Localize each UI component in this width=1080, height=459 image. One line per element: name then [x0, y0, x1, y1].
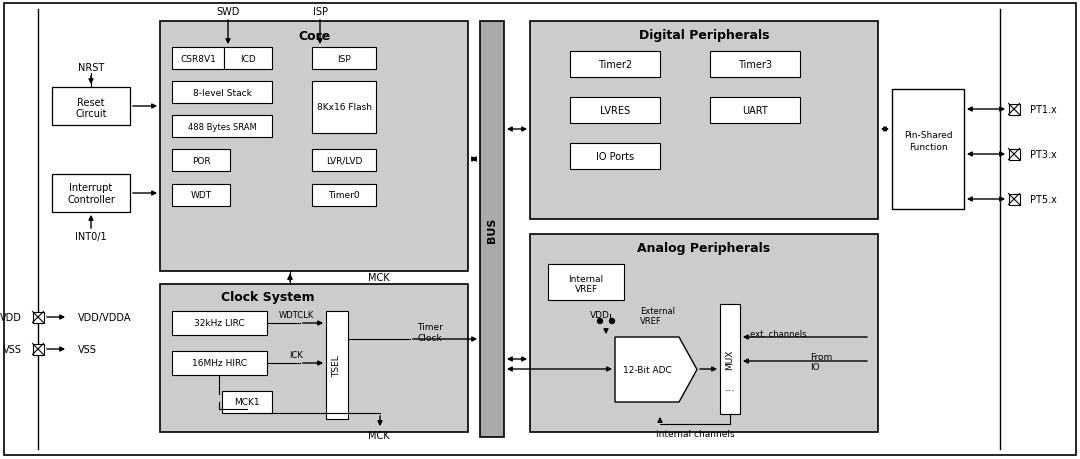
Text: Interrupt: Interrupt [69, 183, 112, 193]
Bar [570, 52, 660, 78]
Bar [530, 22, 878, 219]
Text: CSR8V1: CSR8V1 [180, 54, 216, 63]
Bar [32, 344, 43, 355]
Text: BUS: BUS [487, 217, 497, 242]
Text: MCK: MCK [368, 430, 390, 440]
Bar [892, 90, 964, 210]
Text: External: External [640, 307, 675, 316]
Bar [222, 391, 272, 413]
Text: LVR/LVD: LVR/LVD [326, 156, 362, 165]
Text: TSEL: TSEL [333, 354, 341, 376]
Text: Controller: Controller [67, 195, 114, 205]
Text: 8-level Stack: 8-level Stack [192, 88, 252, 97]
Text: Clock System: Clock System [221, 291, 314, 304]
Text: ISP: ISP [337, 54, 351, 63]
Text: Timer3: Timer3 [738, 60, 772, 70]
Text: Internal: Internal [568, 274, 604, 283]
Bar [52, 174, 130, 213]
Bar [1009, 149, 1020, 160]
Text: VDD/VDDA: VDD/VDDA [78, 312, 132, 322]
Circle shape [597, 319, 603, 324]
Text: Function: Function [908, 142, 947, 151]
Text: ISP: ISP [312, 7, 327, 17]
Text: VREF: VREF [575, 285, 597, 294]
Text: POR: POR [191, 156, 211, 165]
Text: 488 Bytes SRAM: 488 Bytes SRAM [188, 122, 256, 131]
Bar [312, 185, 376, 207]
Text: MCK1: MCK1 [234, 397, 260, 407]
Bar [52, 88, 130, 126]
Text: From: From [810, 353, 833, 362]
Text: PT3.x: PT3.x [1030, 150, 1056, 160]
Bar [172, 351, 267, 375]
Text: IO: IO [810, 363, 820, 372]
Text: Circuit: Circuit [76, 109, 107, 119]
Text: Digital Peripherals: Digital Peripherals [638, 29, 769, 42]
Text: PT1.x: PT1.x [1030, 105, 1056, 115]
Text: 12-Bit ADC: 12-Bit ADC [623, 365, 672, 374]
Text: SWD: SWD [216, 7, 240, 17]
Bar [548, 264, 624, 300]
Text: 8Kx16 Flash: 8Kx16 Flash [316, 103, 372, 112]
Bar [1009, 104, 1020, 115]
Text: IO Ports: IO Ports [596, 151, 634, 162]
Bar [172, 185, 230, 207]
Text: VSS: VSS [78, 344, 97, 354]
Text: VREF: VREF [640, 317, 662, 326]
Text: internal channels: internal channels [656, 430, 734, 438]
Text: ext. channels: ext. channels [750, 330, 807, 339]
Text: ...: ... [725, 382, 735, 392]
Bar [32, 312, 43, 323]
Text: VSS: VSS [3, 344, 22, 354]
Bar [312, 82, 376, 134]
Bar [160, 22, 468, 271]
Text: Timer: Timer [417, 323, 443, 332]
Text: Timer2: Timer2 [598, 60, 632, 70]
Bar [172, 150, 230, 172]
Text: INT0/1: INT0/1 [76, 231, 107, 241]
Text: MUX: MUX [726, 349, 734, 369]
Text: Core: Core [298, 29, 330, 42]
Text: ICK: ICK [289, 351, 302, 360]
Polygon shape [615, 337, 697, 402]
Bar [570, 98, 660, 124]
Bar [312, 150, 376, 172]
Bar [160, 285, 468, 432]
Bar [312, 48, 376, 70]
Bar [326, 311, 348, 419]
Text: VDD: VDD [590, 310, 610, 319]
Bar [480, 22, 504, 437]
Bar [224, 48, 272, 70]
Text: UART: UART [742, 106, 768, 116]
Bar [570, 144, 660, 170]
Bar [710, 98, 800, 124]
Bar [1009, 194, 1020, 205]
Text: WDT: WDT [190, 191, 212, 200]
Bar [172, 48, 224, 70]
Text: Clock: Clock [418, 334, 443, 343]
Bar [720, 304, 740, 414]
Bar [172, 311, 267, 335]
Text: MCK: MCK [368, 272, 390, 282]
Text: Reset: Reset [78, 98, 105, 108]
Text: 32kHz LIRC: 32kHz LIRC [193, 319, 244, 328]
Text: NRST: NRST [78, 63, 104, 73]
Text: Timer0: Timer0 [328, 191, 360, 200]
Bar [530, 235, 878, 432]
Circle shape [609, 319, 615, 324]
Text: WDTCLK: WDTCLK [279, 311, 313, 320]
Bar [172, 82, 272, 104]
Text: PT5.x: PT5.x [1030, 195, 1057, 205]
Bar [172, 116, 272, 138]
Text: ICD: ICD [240, 54, 256, 63]
Text: LVRES: LVRES [599, 106, 630, 116]
Text: Pin-Shared: Pin-Shared [904, 130, 953, 139]
Text: Analog Peripherals: Analog Peripherals [637, 242, 770, 255]
Text: 16MHz HIRC: 16MHz HIRC [191, 359, 246, 368]
Bar [710, 52, 800, 78]
Text: VDD: VDD [0, 312, 22, 322]
